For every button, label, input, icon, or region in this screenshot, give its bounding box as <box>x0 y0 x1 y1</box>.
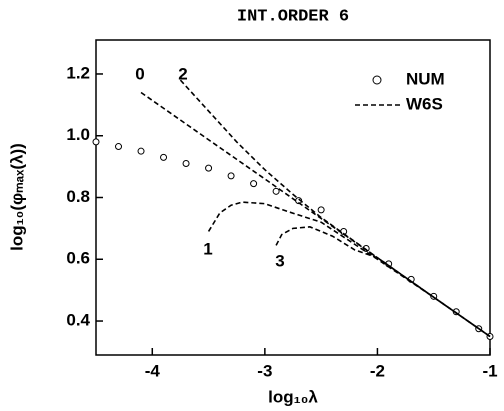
y-tick-label: 0.6 <box>66 249 90 268</box>
data-point <box>115 143 123 151</box>
legend-swatch <box>372 75 382 85</box>
y-tick-label: 1.2 <box>66 63 90 82</box>
data-point <box>205 164 213 172</box>
data-point <box>250 180 258 188</box>
data-point <box>272 187 280 195</box>
x-axis-label: log₁₀λ <box>268 387 318 406</box>
data-point <box>92 138 100 146</box>
y-tick-label: 0.8 <box>66 187 90 206</box>
dashed-curve <box>179 79 491 338</box>
curve-label: 3 <box>275 251 284 270</box>
legend-label: NUM <box>406 69 445 88</box>
dashed-curve <box>207 201 491 338</box>
data-point <box>137 147 145 155</box>
x-tick-label: -4 <box>145 361 161 380</box>
chart-title: INT.ORDER 6 <box>237 7 349 26</box>
curve-label: 0 <box>135 64 144 83</box>
curve-label: 1 <box>203 239 212 258</box>
data-point <box>227 172 235 180</box>
x-tick-label: -1 <box>482 361 497 380</box>
x-tick-label: -3 <box>257 361 272 380</box>
dashed-curve <box>140 91 491 338</box>
dashed-curve <box>275 226 491 338</box>
data-point <box>317 206 325 214</box>
y-axis-label: log₁₀(φₘₐₓ(λ)) <box>7 143 26 251</box>
y-tick-label: 0.4 <box>66 311 90 330</box>
x-tick-label: -2 <box>370 361 385 380</box>
y-tick-label: 1.0 <box>66 125 90 144</box>
legend-label: W6S <box>406 94 443 113</box>
curve-label: 2 <box>178 64 187 83</box>
data-point <box>182 160 190 168</box>
data-point <box>160 153 168 161</box>
